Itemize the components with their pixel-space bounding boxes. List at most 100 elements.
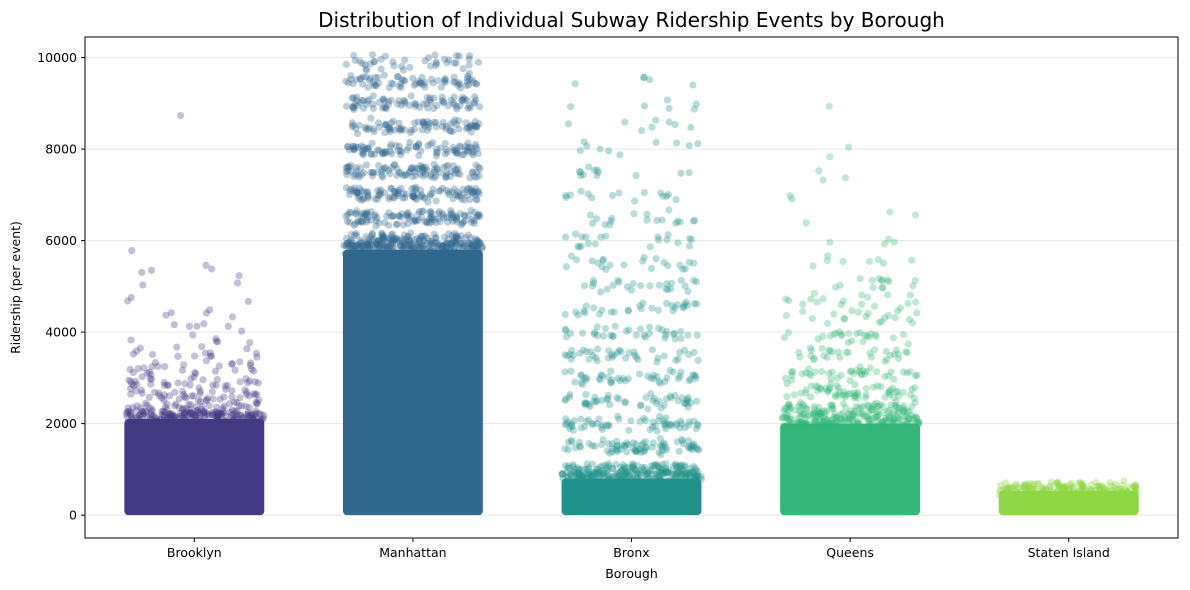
y-tick-label: 10000 — [37, 50, 77, 65]
data-point — [851, 380, 859, 389]
data-point — [667, 394, 675, 402]
data-point — [410, 184, 418, 192]
data-point — [660, 417, 668, 425]
y-tick-label: 0 — [69, 508, 77, 523]
data-point — [577, 473, 586, 481]
data-point — [407, 92, 415, 100]
data-point — [388, 230, 397, 238]
data-point — [591, 468, 599, 476]
data-point — [414, 243, 423, 251]
data-point — [228, 414, 236, 423]
data-point — [1131, 483, 1139, 491]
data-point — [655, 397, 663, 405]
data-point — [896, 304, 905, 312]
data-point — [1077, 479, 1085, 488]
data-point — [129, 350, 138, 358]
data-point — [472, 123, 480, 131]
data-point — [475, 163, 483, 171]
data-point — [808, 314, 816, 323]
data-point — [432, 62, 440, 70]
data-point — [449, 194, 457, 203]
data-point — [608, 214, 616, 223]
data-point — [1087, 490, 1095, 498]
data-point — [1076, 486, 1084, 494]
data-point — [867, 406, 875, 415]
data-point — [386, 242, 394, 250]
data-point — [389, 80, 397, 88]
data-point — [828, 420, 836, 428]
data-point — [473, 80, 481, 88]
data-point — [384, 101, 392, 109]
data-point — [599, 436, 607, 444]
data-point — [890, 375, 898, 383]
data-point — [419, 172, 428, 180]
data-point — [841, 403, 850, 412]
data-point — [847, 367, 855, 375]
data-point — [594, 469, 602, 477]
data-point — [830, 413, 838, 421]
data-point — [590, 397, 598, 405]
data-point — [416, 233, 425, 241]
data-point — [244, 297, 252, 306]
data-point — [565, 393, 573, 401]
data-point — [196, 387, 204, 395]
data-point — [432, 172, 440, 180]
data-point — [219, 417, 228, 425]
data-point — [470, 244, 478, 252]
data-point — [369, 168, 377, 177]
data-point — [676, 424, 684, 432]
data-point — [371, 80, 379, 89]
data-point — [143, 369, 151, 377]
data-point — [464, 104, 472, 112]
data-point — [580, 282, 589, 290]
data-point — [836, 415, 844, 424]
data-point — [222, 412, 230, 421]
data-point — [881, 372, 889, 381]
data-point — [654, 467, 662, 475]
data-point — [1069, 483, 1077, 491]
data-point — [674, 217, 682, 225]
data-point — [689, 469, 698, 477]
data-point — [822, 421, 831, 429]
data-point — [624, 307, 633, 315]
data-point — [603, 285, 611, 293]
data-point — [798, 370, 806, 378]
data-point — [382, 149, 390, 157]
data-point — [412, 80, 420, 88]
data-point — [629, 280, 637, 288]
data-point — [577, 474, 586, 482]
data-point — [1033, 492, 1041, 501]
data-point — [354, 171, 362, 179]
data-point — [912, 298, 920, 306]
data-point — [407, 212, 415, 220]
data-point — [184, 400, 193, 409]
data-point — [376, 245, 384, 253]
data-point — [158, 411, 166, 419]
data-point — [458, 151, 466, 159]
data-point — [1130, 482, 1138, 490]
data-point — [436, 248, 444, 256]
data-point — [470, 241, 478, 249]
data-point — [829, 405, 837, 413]
data-point — [583, 142, 591, 150]
data-point — [587, 471, 595, 479]
data-point — [661, 422, 669, 430]
data-point — [692, 425, 700, 433]
data-point — [352, 229, 360, 237]
data-point — [247, 411, 255, 419]
data-point — [346, 187, 354, 195]
data-point — [170, 321, 178, 329]
data-point — [372, 82, 380, 90]
data-point — [449, 99, 457, 107]
data-point — [350, 221, 358, 229]
data-point — [128, 247, 136, 255]
data-point — [448, 249, 456, 257]
data-point — [681, 461, 689, 469]
data-point — [691, 474, 699, 482]
data-point — [146, 414, 155, 422]
data-point — [826, 401, 834, 409]
data-point — [903, 348, 911, 357]
data-point — [249, 416, 257, 424]
data-point — [647, 390, 655, 398]
